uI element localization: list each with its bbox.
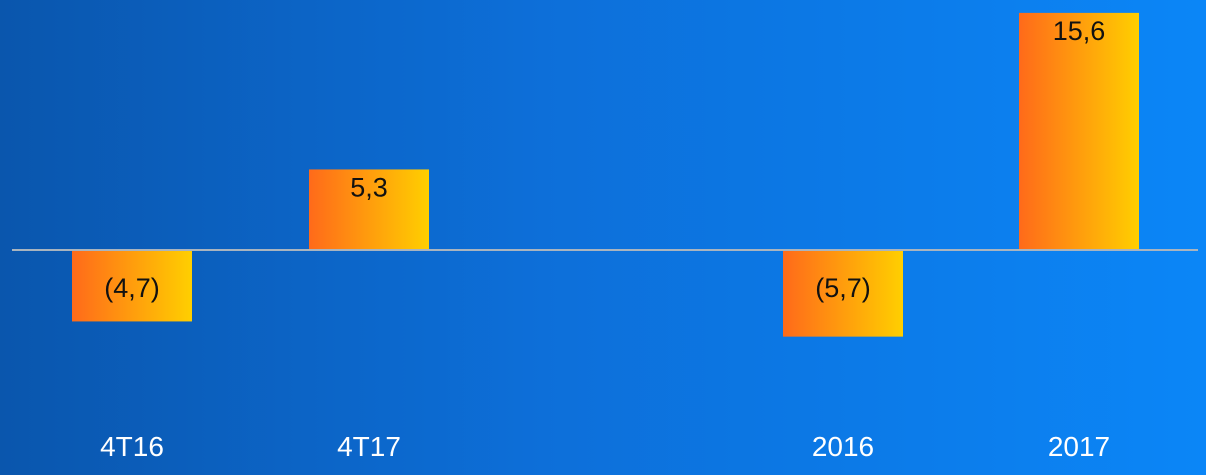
bar-2016 (783, 250, 903, 337)
value-label-2016: (5,7) (815, 273, 871, 303)
bar-4t16 (72, 250, 192, 322)
value-label-4t17: 5,3 (350, 172, 388, 202)
labels-layer: (4,7) 4T16 5,3 4T17 (5,7) 2016 15,6 2017 (100, 16, 1110, 462)
bar-2017 (1019, 12, 1139, 250)
value-label-4t16: (4,7) (104, 273, 160, 303)
category-label-4t16: 4T16 (100, 431, 164, 462)
category-label-2017: 2017 (1048, 431, 1110, 462)
value-label-2017: 15,6 (1053, 16, 1106, 46)
category-label-4t17: 4T17 (337, 431, 401, 462)
category-label-2016: 2016 (812, 431, 874, 462)
bar-4t17 (309, 169, 429, 250)
bars-layer (72, 12, 1139, 337)
